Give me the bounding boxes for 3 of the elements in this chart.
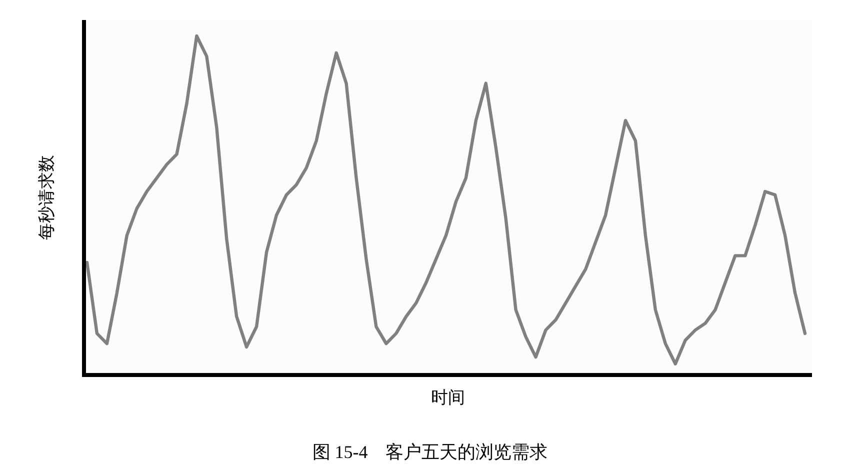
text: 图 15-4 客户五天的浏览需求 bbox=[312, 442, 548, 462]
y-axis-title: 每秒请求数 bbox=[37, 155, 56, 240]
x-axis-title: 时间 bbox=[431, 388, 465, 407]
